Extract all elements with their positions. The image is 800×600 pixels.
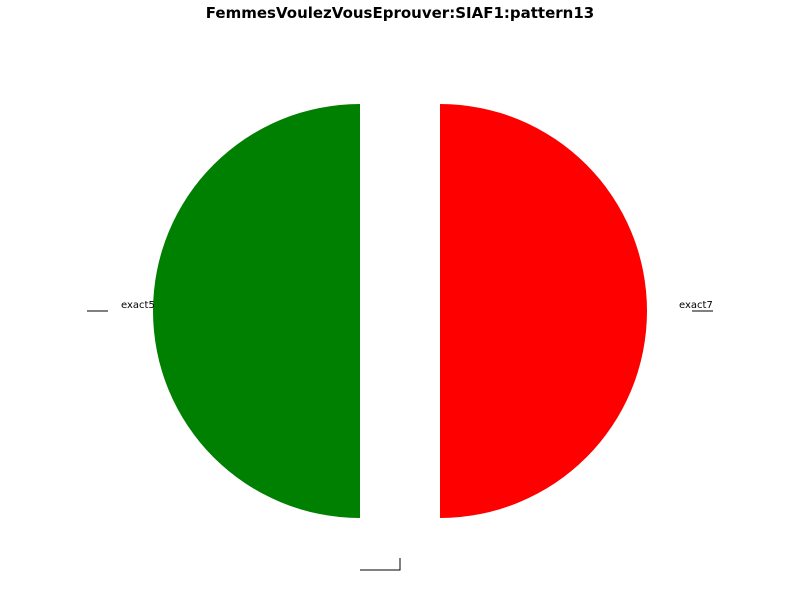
pie-slices-layer <box>153 104 647 518</box>
pie-slice-exact5 <box>153 104 360 518</box>
pie-label-exact5: exact5 <box>121 300 155 311</box>
pie-label-exact7: exact7 <box>679 300 713 311</box>
pie-slice-exact7 <box>440 104 647 518</box>
pie-leader-line-slice-1 <box>360 558 401 571</box>
chart-title: FemmesVoulezVousEprouver:SIAF1:pattern13 <box>205 4 595 22</box>
pie-labels-layer: exact5 exact7 <box>87 300 713 571</box>
